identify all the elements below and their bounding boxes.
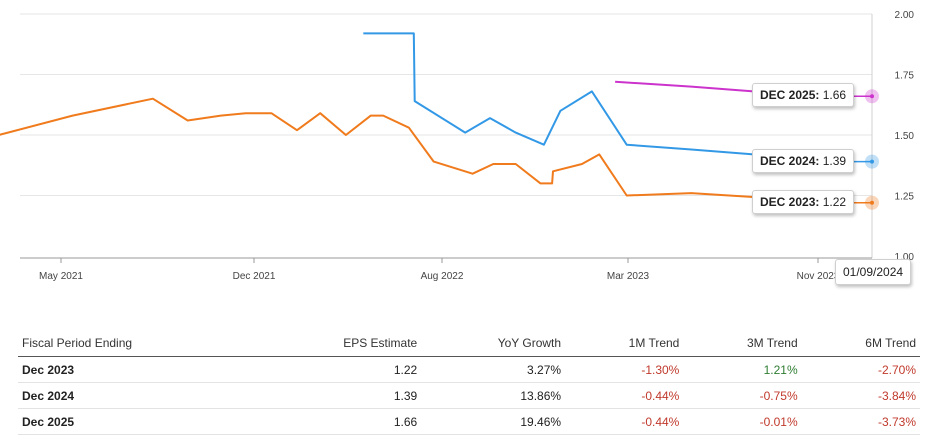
series-value-callout: DEC 2025: 1.66	[752, 83, 855, 108]
callout-value: 1.22	[819, 194, 847, 209]
cell-3m: 1.21%	[683, 356, 802, 383]
callout-value: 1.66	[819, 88, 847, 103]
header-fiscal-period: Fiscal Period Ending	[18, 331, 256, 357]
cell-3m: -0.75%	[683, 382, 802, 409]
header-1m-trend: 1M Trend	[565, 331, 684, 357]
series-end-marker	[870, 159, 874, 164]
header-6m-trend: 6M Trend	[801, 331, 920, 357]
cell-period: Dec 2024	[18, 382, 256, 409]
series-line-dec-2024	[363, 32, 805, 163]
cell-6m: -3.73%	[801, 408, 920, 435]
x-tick-label: Mar 2023	[607, 271, 650, 282]
cell-6m: -2.70%	[801, 356, 920, 383]
y-tick-label: 1.50	[895, 131, 915, 142]
callout-series-name: DEC 2025:	[760, 88, 820, 103]
eps-estimate-chart: 2.00 1.75 1.50 1.25 1.00 May 2021 Dec 2021 Aug …	[0, 10, 915, 285]
cell-3m: -0.01%	[683, 408, 802, 435]
table-header-row: Fiscal Period Ending EPS Estimate YoY Gr…	[18, 331, 920, 357]
series-end-marker	[870, 200, 874, 205]
series-end-marker	[870, 94, 874, 99]
x-tick-label: Dec 2021	[233, 271, 276, 282]
cell-eps: 1.66	[255, 408, 422, 435]
cell-eps: 1.39	[255, 382, 422, 409]
table-row: Dec 2025 1.66 19.46% -0.44% -0.01% -3.73…	[18, 408, 920, 435]
x-tick-label: May 2021	[39, 271, 83, 282]
table-row: Dec 2024 1.39 13.86% -0.44% -0.75% -3.84…	[18, 382, 920, 409]
series-value-callout: DEC 2024: 1.39	[752, 148, 855, 173]
series-line-dec-2023	[0, 97, 805, 204]
x-tick-label: Nov 2023	[797, 271, 840, 282]
series-value-callout: DEC 2023: 1.22	[752, 189, 855, 214]
x-tick-label: Aug 2022	[421, 271, 464, 282]
cell-1m: -0.44%	[565, 408, 684, 435]
callout-value: 1.39	[819, 153, 847, 168]
cell-yoy: 3.27%	[421, 356, 566, 383]
header-yoy-growth: YoY Growth	[421, 331, 566, 357]
y-tick-label: 1.75	[895, 71, 915, 82]
callout-series-name: DEC 2024:	[760, 153, 820, 168]
header-3m-trend: 3M Trend	[683, 331, 802, 357]
cell-yoy: 13.86%	[421, 382, 566, 409]
table-row: Dec 2023 1.22 3.27% -1.30% 1.21% -2.70%	[18, 356, 920, 383]
eps-estimates-table: Fiscal Period Ending EPS Estimate YoY Gr…	[18, 331, 920, 435]
y-tick-label: 2.00	[895, 10, 915, 21]
callout-series-name: DEC 2023:	[760, 194, 820, 209]
cell-period: Dec 2023	[18, 356, 256, 383]
cell-1m: -1.30%	[565, 356, 684, 383]
y-tick-label: 1.00	[895, 252, 915, 263]
cell-6m: -3.84%	[801, 382, 920, 409]
crosshair-date-label: 01/09/2024	[835, 259, 912, 285]
cell-yoy: 19.46%	[421, 408, 566, 435]
y-tick-label: 1.25	[895, 192, 915, 203]
cell-1m: -0.44%	[565, 382, 684, 409]
header-eps-estimate: EPS Estimate	[255, 331, 422, 357]
chart-svg: 2.00 1.75 1.50 1.25 1.00 May 2021 Dec 2021 Aug …	[0, 10, 915, 282]
cell-eps: 1.22	[255, 356, 422, 383]
cell-period: Dec 2025	[18, 408, 256, 435]
